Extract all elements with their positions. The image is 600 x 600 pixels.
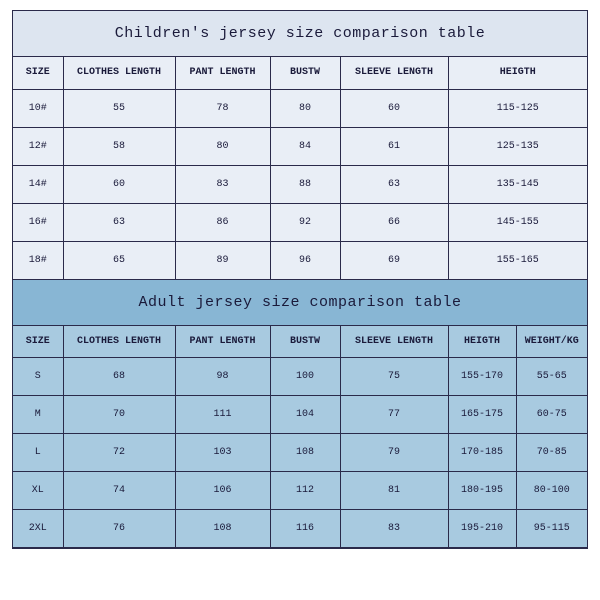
cell: 165-175 [448, 396, 516, 434]
cell: 80-100 [516, 472, 587, 510]
cell: 103 [175, 434, 270, 472]
cell: 155-170 [448, 358, 516, 396]
cell: 88 [270, 165, 340, 203]
cell: 86 [175, 203, 270, 241]
col-header: WEIGHT/KG [516, 326, 587, 358]
cell: 78 [175, 89, 270, 127]
table-row: XL 74 106 112 81 180-195 80-100 [13, 472, 587, 510]
adult-table-title: Adult jersey size comparison table [13, 280, 587, 326]
children-table-title: Children's jersey size comparison table [13, 11, 587, 57]
cell: 16# [13, 203, 63, 241]
cell: 80 [270, 89, 340, 127]
cell: 125-135 [448, 127, 587, 165]
cell: 106 [175, 472, 270, 510]
children-size-table: SIZE CLOTHES LENGTH PANT LENGTH BUSTW SL… [13, 57, 587, 280]
cell: 10# [13, 89, 63, 127]
cell: 89 [175, 241, 270, 279]
col-header: HEIGTH [448, 57, 587, 89]
cell: 170-185 [448, 434, 516, 472]
col-header: SLEEVE LENGTH [340, 326, 448, 358]
cell: 60 [340, 89, 448, 127]
cell: 61 [340, 127, 448, 165]
cell: 55 [63, 89, 175, 127]
table-row: M 70 111 104 77 165-175 60-75 [13, 396, 587, 434]
cell: 63 [340, 165, 448, 203]
cell: 180-195 [448, 472, 516, 510]
cell: 116 [270, 510, 340, 548]
cell: 98 [175, 358, 270, 396]
table-row: 10# 55 78 80 60 115-125 [13, 89, 587, 127]
table-header-row: SIZE CLOTHES LENGTH PANT LENGTH BUSTW SL… [13, 326, 587, 358]
col-header: SIZE [13, 57, 63, 89]
cell: 81 [340, 472, 448, 510]
cell: XL [13, 472, 63, 510]
cell: 65 [63, 241, 175, 279]
cell: 95-115 [516, 510, 587, 548]
size-chart-container: Children's jersey size comparison table … [12, 10, 588, 549]
cell: 100 [270, 358, 340, 396]
col-header: CLOTHES LENGTH [63, 326, 175, 358]
table-row: 12# 58 80 84 61 125-135 [13, 127, 587, 165]
col-header: HEIGTH [448, 326, 516, 358]
cell: 77 [340, 396, 448, 434]
cell: 72 [63, 434, 175, 472]
table-row: S 68 98 100 75 155-170 55-65 [13, 358, 587, 396]
cell: 76 [63, 510, 175, 548]
cell: 18# [13, 241, 63, 279]
cell: 96 [270, 241, 340, 279]
cell: 74 [63, 472, 175, 510]
table-row: 2XL 76 108 116 83 195-210 95-115 [13, 510, 587, 548]
cell: 155-165 [448, 241, 587, 279]
cell: 108 [270, 434, 340, 472]
cell: 58 [63, 127, 175, 165]
cell: 14# [13, 165, 63, 203]
cell: 135-145 [448, 165, 587, 203]
col-header: SIZE [13, 326, 63, 358]
cell: 112 [270, 472, 340, 510]
cell: 2XL [13, 510, 63, 548]
cell: 80 [175, 127, 270, 165]
cell: 79 [340, 434, 448, 472]
table-header-row: SIZE CLOTHES LENGTH PANT LENGTH BUSTW SL… [13, 57, 587, 89]
cell: 60-75 [516, 396, 587, 434]
cell: 145-155 [448, 203, 587, 241]
col-header: BUSTW [270, 57, 340, 89]
cell: 108 [175, 510, 270, 548]
cell: M [13, 396, 63, 434]
cell: 83 [340, 510, 448, 548]
cell: 75 [340, 358, 448, 396]
col-header: BUSTW [270, 326, 340, 358]
cell: 68 [63, 358, 175, 396]
table-row: 14# 60 83 88 63 135-145 [13, 165, 587, 203]
cell: 63 [63, 203, 175, 241]
cell: 55-65 [516, 358, 587, 396]
col-header: CLOTHES LENGTH [63, 57, 175, 89]
cell: 69 [340, 241, 448, 279]
adult-size-table: SIZE CLOTHES LENGTH PANT LENGTH BUSTW SL… [13, 326, 587, 549]
col-header: PANT LENGTH [175, 326, 270, 358]
cell: 70-85 [516, 434, 587, 472]
cell: 195-210 [448, 510, 516, 548]
cell: 92 [270, 203, 340, 241]
table-row: 18# 65 89 96 69 155-165 [13, 241, 587, 279]
table-row: L 72 103 108 79 170-185 70-85 [13, 434, 587, 472]
cell: L [13, 434, 63, 472]
cell: 66 [340, 203, 448, 241]
cell: 115-125 [448, 89, 587, 127]
cell: 12# [13, 127, 63, 165]
cell: 111 [175, 396, 270, 434]
cell: S [13, 358, 63, 396]
col-header: SLEEVE LENGTH [340, 57, 448, 89]
cell: 70 [63, 396, 175, 434]
table-row: 16# 63 86 92 66 145-155 [13, 203, 587, 241]
cell: 84 [270, 127, 340, 165]
cell: 104 [270, 396, 340, 434]
col-header: PANT LENGTH [175, 57, 270, 89]
cell: 83 [175, 165, 270, 203]
cell: 60 [63, 165, 175, 203]
